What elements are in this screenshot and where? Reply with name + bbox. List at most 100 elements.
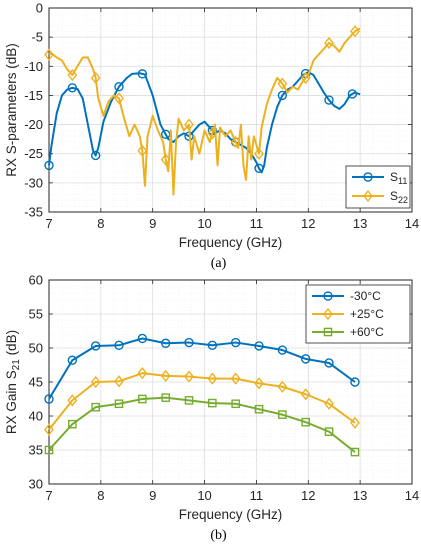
data-point--30°C xyxy=(44,394,54,404)
legend-b: -30°C +25°C +60°C xyxy=(305,284,411,344)
data-point-S11 xyxy=(90,150,101,161)
legend-entry-minus30c: -30°C xyxy=(312,289,381,303)
y-axis-label-b-sub: 21 xyxy=(11,359,22,371)
data-point-S22 xyxy=(44,48,54,61)
data-point--30°C xyxy=(67,355,78,365)
data-point--30°C xyxy=(277,345,288,355)
x-tick-label: 8 xyxy=(97,216,104,231)
legend-swatch-marker xyxy=(323,327,333,337)
x-tick-label: 14 xyxy=(405,488,419,503)
data-point-+60°C xyxy=(184,396,194,405)
x-tick-label: 9 xyxy=(149,216,156,231)
x-tick-label: 7 xyxy=(45,216,52,231)
data-point--30°C xyxy=(324,358,334,368)
y-tick-label: -25 xyxy=(24,146,43,161)
y-axis-label-a: RX S-parameters (dB) xyxy=(4,43,19,177)
x-tick-label: 8 xyxy=(97,488,104,503)
data-point-S11 xyxy=(44,160,54,171)
y-tick-label: 0 xyxy=(36,1,43,16)
y-tick-label: 45 xyxy=(29,375,43,390)
data-point-S22 xyxy=(300,71,311,85)
data-point-+25°C xyxy=(254,377,264,390)
plot-frame-a xyxy=(48,7,413,213)
legend-label-s11-sub: 11 xyxy=(398,176,407,186)
legend-box-a xyxy=(345,165,411,209)
data-point-+25°C xyxy=(67,394,78,407)
series-line-S22 xyxy=(48,27,361,196)
x-tick-label: 13 xyxy=(353,216,367,231)
x-tick-label: 13 xyxy=(353,488,367,503)
y-tick-label: -15 xyxy=(24,88,43,103)
data-point-+25°C xyxy=(207,372,218,385)
data-point-+25°C xyxy=(160,369,171,383)
data-point--30°C xyxy=(160,338,171,348)
data-point-+60°C xyxy=(231,399,240,409)
data-point-+60°C xyxy=(254,404,264,414)
x-tick-label: 9 xyxy=(149,488,156,503)
data-point-+25°C xyxy=(277,380,288,393)
data-point-S22 xyxy=(137,144,148,157)
data-point-+25°C xyxy=(184,370,194,383)
data-point-+25°C xyxy=(350,416,360,429)
data-point-+60°C xyxy=(68,419,77,429)
y-tick-label: 55 xyxy=(29,307,43,322)
ticks-a: 7 8 9 10 11 12 13 14 0 -5 -10 -15 -20 -25 -30 -35 xyxy=(24,1,419,232)
y-tick-label: -20 xyxy=(24,117,43,132)
data-point--30°C xyxy=(184,337,194,348)
data-point-+60°C xyxy=(44,445,54,455)
data-point-+25°C xyxy=(44,423,54,436)
data-point-+60°C xyxy=(114,399,124,409)
legend-swatch-marker xyxy=(323,291,333,301)
legend-entry-plus25c: +25°C xyxy=(312,307,384,321)
data-point--30°C xyxy=(230,337,241,348)
data-point-S22 xyxy=(207,127,218,140)
data-point-+60°C xyxy=(301,417,310,427)
data-point-S11 xyxy=(254,163,264,173)
x-axis-label-b: Frequency (GHz) xyxy=(179,507,283,522)
data-point-+60°C xyxy=(278,410,287,419)
data-point-S22 xyxy=(67,68,78,82)
y-tick-label: -10 xyxy=(24,59,43,74)
caption-b: (b) xyxy=(210,528,227,543)
data-point-S11 xyxy=(277,90,288,101)
data-point-S22 xyxy=(324,36,334,50)
y-tick-label: -5 xyxy=(31,30,43,45)
legend-label-s11-main: S xyxy=(390,170,398,184)
data-point-+60°C xyxy=(324,427,334,436)
data-point-S22 xyxy=(230,135,241,149)
series-a xyxy=(44,25,361,196)
data-point-S22 xyxy=(184,118,194,131)
data-point-S11 xyxy=(67,83,78,93)
legend-label-plus25c: +25°C xyxy=(350,307,384,321)
series-line--30°C xyxy=(48,337,356,400)
legend-label-s22-sub: 22 xyxy=(398,195,408,205)
data-point-+60°C xyxy=(138,394,147,404)
x-axis-label-a: Frequency (GHz) xyxy=(179,235,283,250)
data-point-S11 xyxy=(347,89,358,99)
y-tick-label: 35 xyxy=(29,443,43,458)
data-point-S11 xyxy=(114,81,124,92)
data-point-+60°C xyxy=(161,393,170,402)
data-point--30°C xyxy=(300,354,311,364)
data-point-+25°C xyxy=(90,375,101,389)
data-point-+25°C xyxy=(114,375,124,388)
ticks-b: 7 8 9 10 11 12 13 14 60 55 50 45 40 35 30 xyxy=(29,273,420,504)
x-tick-label: 10 xyxy=(197,216,211,231)
y-tick-label: 50 xyxy=(29,341,43,356)
y-tick-label: 60 xyxy=(29,273,43,288)
data-point-S22 xyxy=(90,71,101,85)
data-point-S22 xyxy=(350,25,360,38)
y-tick-label: -30 xyxy=(24,175,43,190)
legend-label-s22-main: S xyxy=(390,189,398,203)
x-tick-label: 10 xyxy=(197,488,211,503)
x-tick-label: 14 xyxy=(405,216,419,231)
data-point--30°C xyxy=(90,341,101,351)
legend-label-minus30c: -30°C xyxy=(350,289,381,303)
data-point--30°C xyxy=(114,340,124,350)
data-point-S22 xyxy=(114,92,124,105)
legend-swatch-marker xyxy=(363,189,373,203)
y-axis-label-b-tail: (dB) xyxy=(4,330,19,359)
data-point-+25°C xyxy=(300,388,311,401)
data-point-S22 xyxy=(254,147,264,160)
